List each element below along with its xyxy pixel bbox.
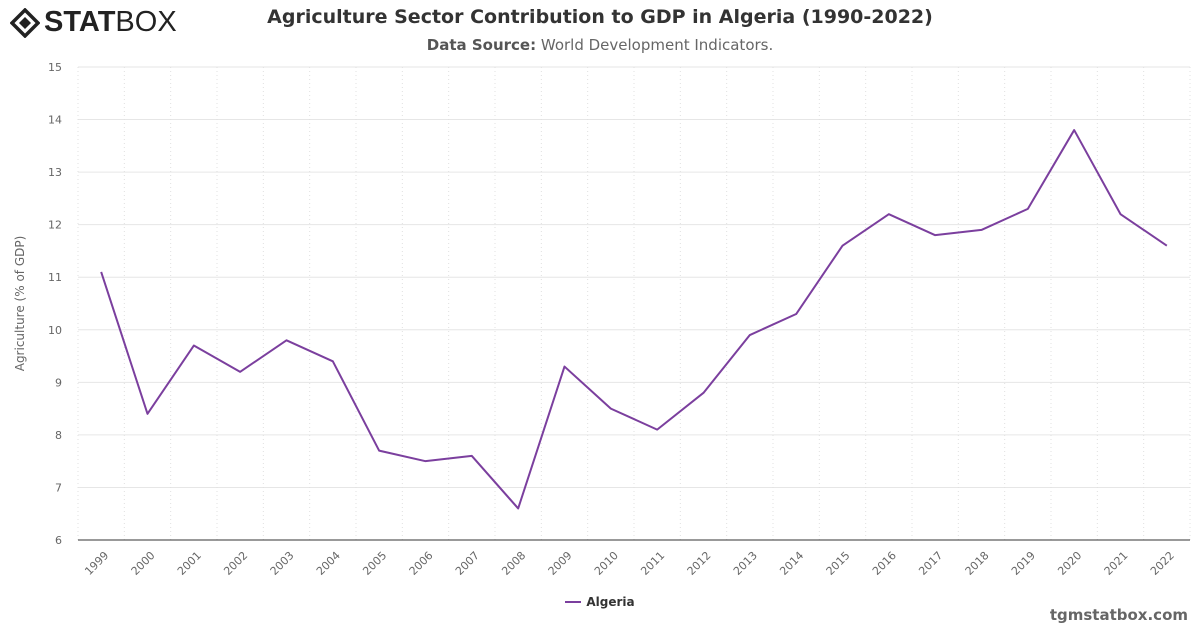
chart-subtitle: Data Source: World Development Indicator…	[0, 36, 1200, 54]
y-tick-label: 7	[55, 481, 62, 494]
x-tick-label: 2018	[963, 549, 992, 578]
x-tick-label: 2017	[916, 549, 945, 578]
y-tick-label: 10	[48, 324, 62, 337]
x-tick-label: 2003	[268, 549, 297, 578]
y-tick-label: 14	[48, 114, 62, 127]
legend[interactable]: Algeria	[0, 595, 1200, 609]
x-tick-label: 2010	[592, 549, 621, 578]
x-tick-label: 1999	[82, 549, 111, 578]
x-tick-label: 2009	[546, 549, 575, 578]
x-tick-label: 2005	[360, 549, 389, 578]
x-tick-label: 2021	[1102, 549, 1131, 578]
logo-text-bold: STAT	[44, 6, 116, 38]
x-tick-label: 2004	[314, 549, 343, 578]
x-tick-label: 2007	[453, 549, 482, 578]
source-label: Data Source:	[426, 36, 537, 54]
site-credit: tgmstatbox.com	[1049, 606, 1188, 624]
x-tick-label: 2016	[870, 549, 899, 578]
y-tick-label: 11	[48, 271, 62, 284]
y-tick-label: 13	[48, 166, 62, 179]
y-tick-label: 9	[55, 376, 62, 389]
x-tick-label: 2001	[175, 549, 204, 578]
series-line-algeria	[100, 129, 1168, 510]
x-tick-label: 2006	[407, 549, 436, 578]
x-tick-label: 2012	[685, 549, 714, 578]
x-tick-label: 2008	[499, 549, 528, 578]
logo-text-light: BOX	[115, 6, 177, 38]
x-tick-label: 2011	[638, 549, 667, 578]
x-tick-label: 2002	[221, 549, 250, 578]
y-tick-label: 8	[55, 429, 62, 442]
x-tick-label: 2015	[824, 549, 853, 578]
y-tick-label: 12	[48, 219, 62, 232]
y-tick-label: 6	[55, 534, 62, 547]
y-tick-label: 15	[48, 61, 62, 74]
legend-label-algeria[interactable]: Algeria	[586, 595, 635, 609]
legend-line-icon	[565, 601, 582, 603]
x-tick-label: 2019	[1009, 549, 1038, 578]
statbox-diamond-icon	[10, 7, 40, 38]
x-tick-label: 2020	[1055, 549, 1084, 578]
x-tick-label: 2014	[777, 549, 806, 578]
source-value: World Development Indicators.	[540, 36, 774, 54]
statbox-logo: STATBOX	[10, 6, 177, 39]
x-tick-label: 2022	[1148, 549, 1177, 578]
chart-title: Agriculture Sector Contribution to GDP i…	[267, 6, 933, 28]
x-tick-label: 2000	[129, 549, 158, 578]
y-axis-title: Agriculture (% of GDP)	[13, 236, 27, 372]
x-tick-label: 2013	[731, 549, 760, 578]
